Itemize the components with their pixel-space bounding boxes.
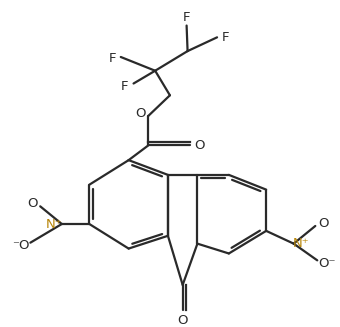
Text: F: F — [183, 11, 190, 24]
Text: O: O — [177, 314, 188, 327]
Text: O: O — [318, 216, 328, 230]
Text: N⁺: N⁺ — [293, 237, 310, 250]
Text: F: F — [109, 52, 117, 65]
Text: O: O — [27, 197, 38, 210]
Text: ⁻O: ⁻O — [12, 239, 29, 252]
Text: F: F — [121, 80, 129, 93]
Text: N⁺: N⁺ — [46, 217, 62, 231]
Text: O⁻: O⁻ — [318, 257, 336, 270]
Text: F: F — [222, 31, 230, 44]
Text: O: O — [194, 139, 205, 152]
Text: O: O — [135, 108, 146, 120]
